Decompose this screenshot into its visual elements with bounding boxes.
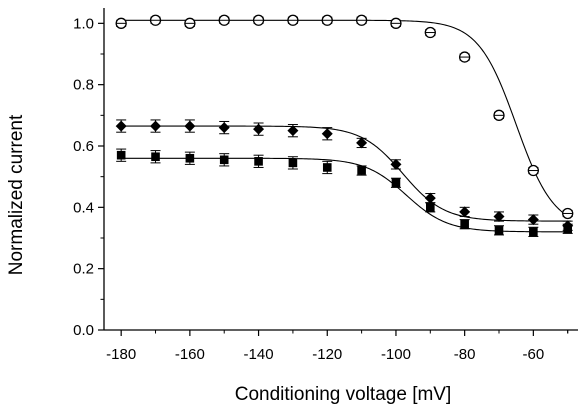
fit-curve-2 xyxy=(117,125,572,222)
data-point-square xyxy=(357,166,366,175)
data-point-square xyxy=(460,219,469,229)
data-point-diamond xyxy=(493,211,505,223)
x-tick-label: -160 xyxy=(175,346,205,363)
data-point-square xyxy=(219,155,229,165)
data-point-square xyxy=(288,158,298,168)
data-point-diamond xyxy=(321,128,333,140)
error-bars xyxy=(116,16,573,237)
x-tick-label: -180 xyxy=(106,346,136,363)
x-tick-label: -60 xyxy=(523,346,545,363)
data-point-square xyxy=(254,157,263,166)
y-tick-label: 0.8 xyxy=(73,77,94,94)
x-tick-label: -100 xyxy=(381,346,411,363)
data-point-square xyxy=(116,150,126,160)
data-point-diamond xyxy=(184,120,196,132)
data-point-diamond xyxy=(115,120,127,132)
data-point-diamond xyxy=(356,137,368,149)
data-point-diamond xyxy=(527,214,539,226)
axes xyxy=(98,8,578,336)
data-point-square xyxy=(391,178,401,188)
data-point-square xyxy=(151,152,160,162)
y-axis-title: Normalized current xyxy=(6,114,27,275)
tick-labels: -180 -160 -140 -120 -100 -80 -60 0.0 0.2 0.4 0.6 0.… xyxy=(73,15,544,363)
data-point-square xyxy=(322,163,332,172)
data-point-diamond xyxy=(287,125,299,137)
data-point-diamond xyxy=(424,192,436,204)
y-tick-label: 1.0 xyxy=(73,15,94,32)
y-tick-label: 0.0 xyxy=(73,322,94,339)
x-tick-label: -120 xyxy=(312,346,342,363)
data-point-diamond xyxy=(253,123,265,135)
data-point-square xyxy=(494,226,504,235)
data-point-diamond xyxy=(150,120,162,132)
x-tick-label: -140 xyxy=(244,346,274,363)
data-point-diamond xyxy=(390,158,402,170)
data-point-diamond xyxy=(459,206,471,218)
y-tick-label: 0.4 xyxy=(73,199,94,216)
x-tick-label: -80 xyxy=(454,346,476,363)
y-tick-label: 0.2 xyxy=(73,261,94,278)
data-point-square xyxy=(563,224,572,234)
x-axis-title: Conditioning voltage [mV] xyxy=(235,384,452,405)
data-point-square xyxy=(426,203,435,212)
y-tick-label: 0.6 xyxy=(73,138,94,155)
data-point-diamond xyxy=(218,122,230,134)
data-markers xyxy=(115,14,574,237)
data-point-square xyxy=(529,227,538,237)
data-point-square xyxy=(185,153,195,163)
